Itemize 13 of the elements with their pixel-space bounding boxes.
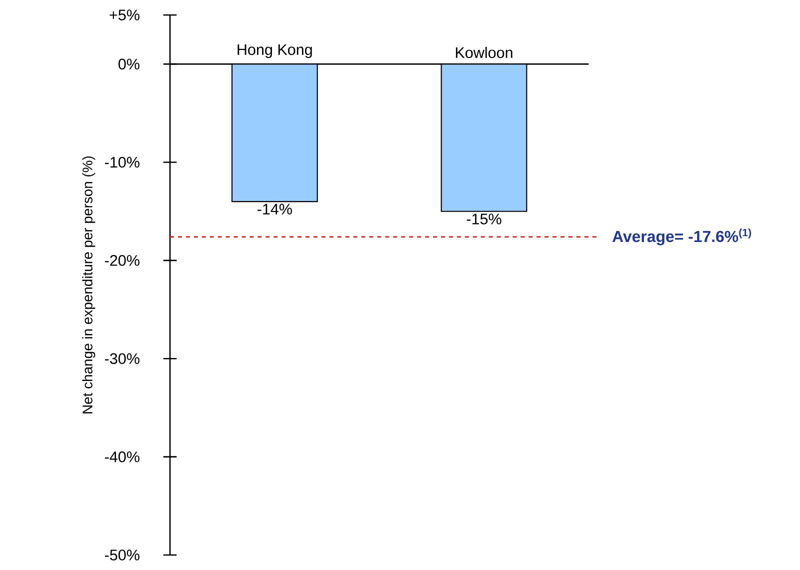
y-tick-label: +5%: [110, 10, 140, 20]
x-tick-label: Hong Kong: [238, 44, 312, 58]
data-label: -15%: [466, 214, 502, 224]
ref-line-label: Average= -17.6%$^{(1)}$: [612, 228, 752, 246]
x-tick-label: Kowloon: [456, 46, 512, 58]
data-label: -14%: [258, 204, 292, 214]
y-axis-title: Net change in expenditure per person (%): [82, 156, 96, 414]
y-tick-label: -10%: [105, 156, 140, 168]
y-tick-label: -20%: [105, 255, 140, 266]
y-tick-label: -40%: [105, 451, 140, 462]
y-tick-label: 0%: [118, 58, 140, 70]
y-tick-label: -50%: [105, 550, 140, 560]
y-tick-label: -30%: [105, 353, 140, 364]
